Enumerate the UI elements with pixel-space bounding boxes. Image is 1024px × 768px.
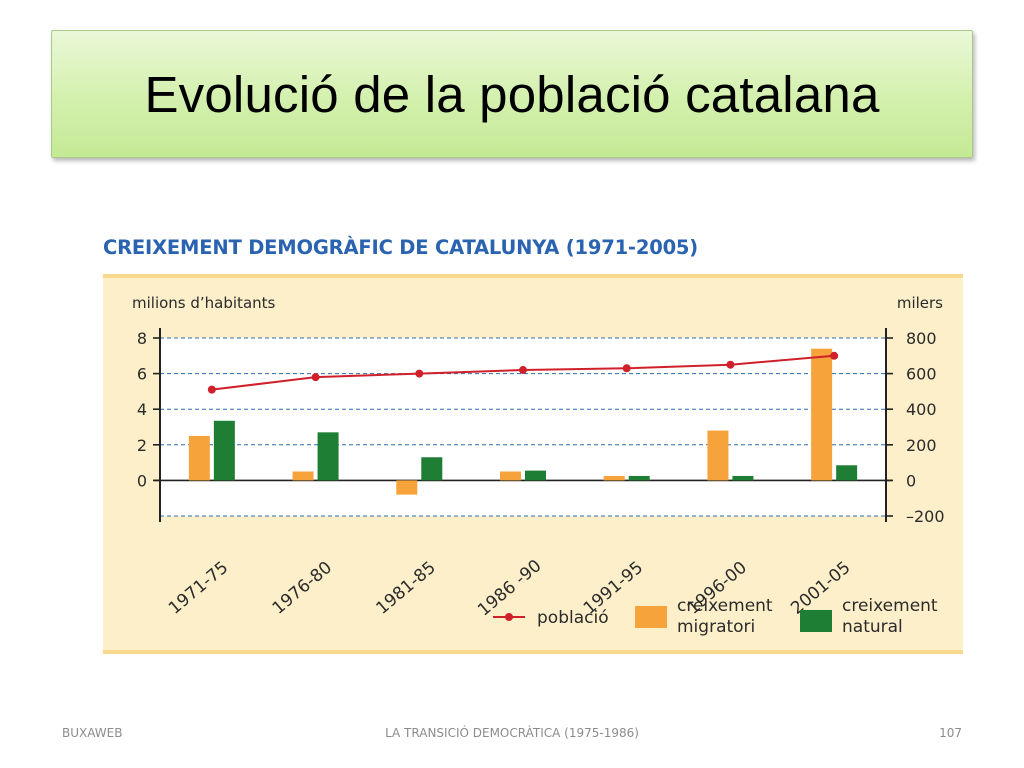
panel-bottom-strip <box>103 650 963 654</box>
right-axis-tick-label: –200 <box>906 507 945 526</box>
left-axis-tick-label: 0 <box>137 471 147 490</box>
bar-creixement-natural <box>317 432 339 481</box>
right-axis-tick-label: 400 <box>906 400 937 419</box>
bar-creixement-natural <box>213 420 235 481</box>
x-axis-tick-label: 1976-80 <box>269 558 336 619</box>
demographic-chart: milions d’habitants milers 8 6 4 2 0 800 600 40… <box>132 294 945 637</box>
legend-label-migratori: migratori <box>677 617 755 637</box>
left-axis-tick-label: 8 <box>137 329 147 348</box>
x-axis-tick-label: 1971-75 <box>165 558 232 619</box>
legend-label-migratori: creixement <box>677 596 773 616</box>
legend-label-natural: creixement <box>842 596 938 616</box>
right-axis-tick-label: 800 <box>906 329 937 348</box>
point-poblacio <box>311 373 320 382</box>
legend-label-poblacio: població <box>537 608 609 628</box>
right-axis-tick-label: 0 <box>906 471 916 490</box>
chart-panel: milions d’habitants milers 8 6 4 2 0 800 600 40… <box>103 274 963 654</box>
bar-creixement-natural <box>732 475 754 481</box>
bar-creixement-natural <box>836 465 858 481</box>
chart-title: CREIXEMENT DEMOGRÀFIC DE CATALUNYA (1971… <box>103 236 699 259</box>
bar-creixement-migratori <box>811 348 833 481</box>
bar-creixement-migratori <box>500 471 521 481</box>
left-axis-tick-label: 6 <box>137 365 147 384</box>
slide-title: Evolució de la població catalana <box>144 65 880 123</box>
x-axis-tick-label: 1986 -90 <box>474 556 545 620</box>
title-box: Evolució de la població catalana <box>51 30 973 158</box>
point-poblacio <box>415 369 424 378</box>
point-poblacio <box>830 351 839 360</box>
right-axis-tick-label: 200 <box>906 436 937 455</box>
footer-page-number: 107 <box>939 726 962 740</box>
panel-top-strip <box>103 274 963 278</box>
bar-creixement-migratori <box>292 471 314 481</box>
legend-label-natural: natural <box>842 617 903 637</box>
legend-swatch-natural <box>800 610 832 632</box>
footer-course: LA TRANSICIÓ DEMOCRÀTICA (1975-1986) <box>385 726 639 740</box>
point-poblacio <box>622 364 631 373</box>
bar-creixement-migratori <box>188 435 210 481</box>
point-poblacio <box>726 360 735 369</box>
point-poblacio <box>519 366 527 375</box>
bar-creixement-migratori <box>707 430 729 481</box>
bar-creixement-natural <box>525 470 546 481</box>
footer-author: BUXAWEB <box>62 726 123 740</box>
right-axis-label: milers <box>897 294 943 312</box>
point-poblacio <box>207 385 216 394</box>
bar-creixement-natural <box>628 475 650 481</box>
x-axis-tick-label: 1981-85 <box>372 558 439 619</box>
bar-creixement-migratori <box>396 480 418 495</box>
plot-area <box>160 338 886 516</box>
legend-marker-poblacio <box>505 613 513 621</box>
bar-creixement-natural <box>421 457 443 481</box>
right-axis-tick-label: 600 <box>906 365 937 384</box>
legend-swatch-migratori <box>635 606 667 628</box>
left-axis-tick-label: 4 <box>137 400 147 419</box>
left-axis-tick-label: 2 <box>137 436 147 455</box>
bar-creixement-migratori <box>603 475 625 481</box>
left-axis-label: milions d’habitants <box>132 294 276 312</box>
